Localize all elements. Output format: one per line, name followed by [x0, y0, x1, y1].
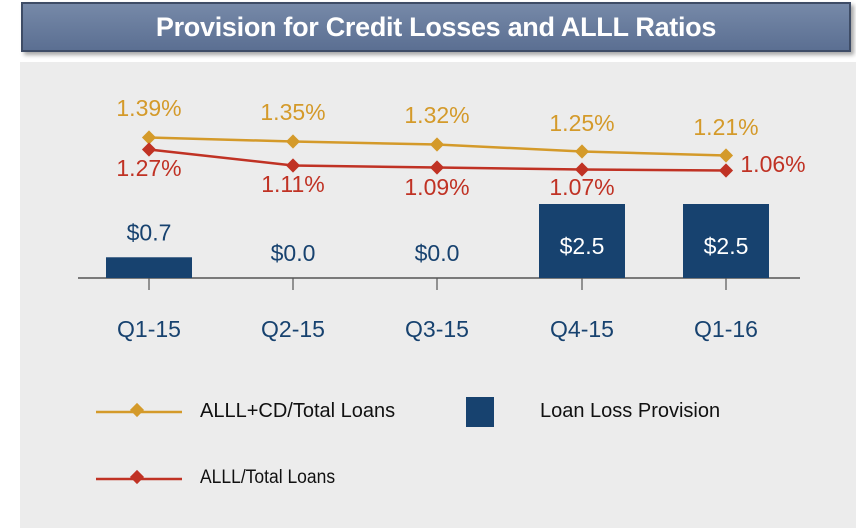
series-point	[285, 158, 301, 173]
x-tick-label: Q1-16	[694, 316, 758, 342]
line-data-label: 1.21%	[693, 114, 758, 140]
bar-data-label: $0.7	[127, 219, 172, 245]
line-data-label: 1.09%	[404, 174, 469, 200]
x-tick-label: Q4-15	[550, 316, 614, 342]
line-data-label: 1.25%	[549, 110, 614, 136]
line-data-label: 1.11%	[261, 171, 325, 197]
x-tick-label: Q3-15	[405, 316, 469, 342]
line-data-label: 1.39%	[116, 95, 181, 121]
legend-label-loan-loss-provision: Loan Loss Provision	[540, 400, 721, 422]
bar-data-label: $0.0	[271, 240, 316, 266]
bar-data-label: $0.0	[415, 240, 460, 266]
line-data-label: 1.35%	[260, 99, 325, 125]
legend-marker-alll	[129, 469, 145, 485]
line-data-label: 1.07%	[549, 174, 614, 200]
x-tick-label: Q2-15	[261, 316, 325, 342]
series-point	[429, 160, 445, 175]
series-point	[718, 163, 734, 178]
line-data-label: 1.27%	[116, 155, 181, 181]
series-point	[141, 130, 157, 145]
line-data-label: 1.06%	[740, 151, 805, 177]
series-point	[285, 134, 301, 149]
line-data-label: 1.32%	[404, 102, 469, 128]
bar	[539, 204, 625, 278]
series-point	[141, 142, 157, 157]
series-point	[574, 162, 590, 177]
series-point	[429, 137, 445, 152]
legend-label-alll: ALLL/Total Loans	[200, 467, 336, 488]
x-tick-label: Q1-15	[117, 316, 181, 342]
series-point	[574, 144, 590, 159]
series-point	[718, 148, 734, 163]
bar-data-label: $2.5	[704, 233, 749, 259]
bar-data-label: $2.5	[560, 233, 605, 259]
legend-label-alll-cd: ALLL+CD/Total Loans	[200, 400, 396, 422]
legend-swatch-loan-loss-provision	[466, 397, 494, 427]
bar	[106, 257, 192, 278]
legend-marker-alll-cd	[129, 402, 145, 418]
bar	[683, 204, 769, 278]
chart-title: Provision for Credit Losses and ALLL Rat…	[21, 2, 851, 52]
